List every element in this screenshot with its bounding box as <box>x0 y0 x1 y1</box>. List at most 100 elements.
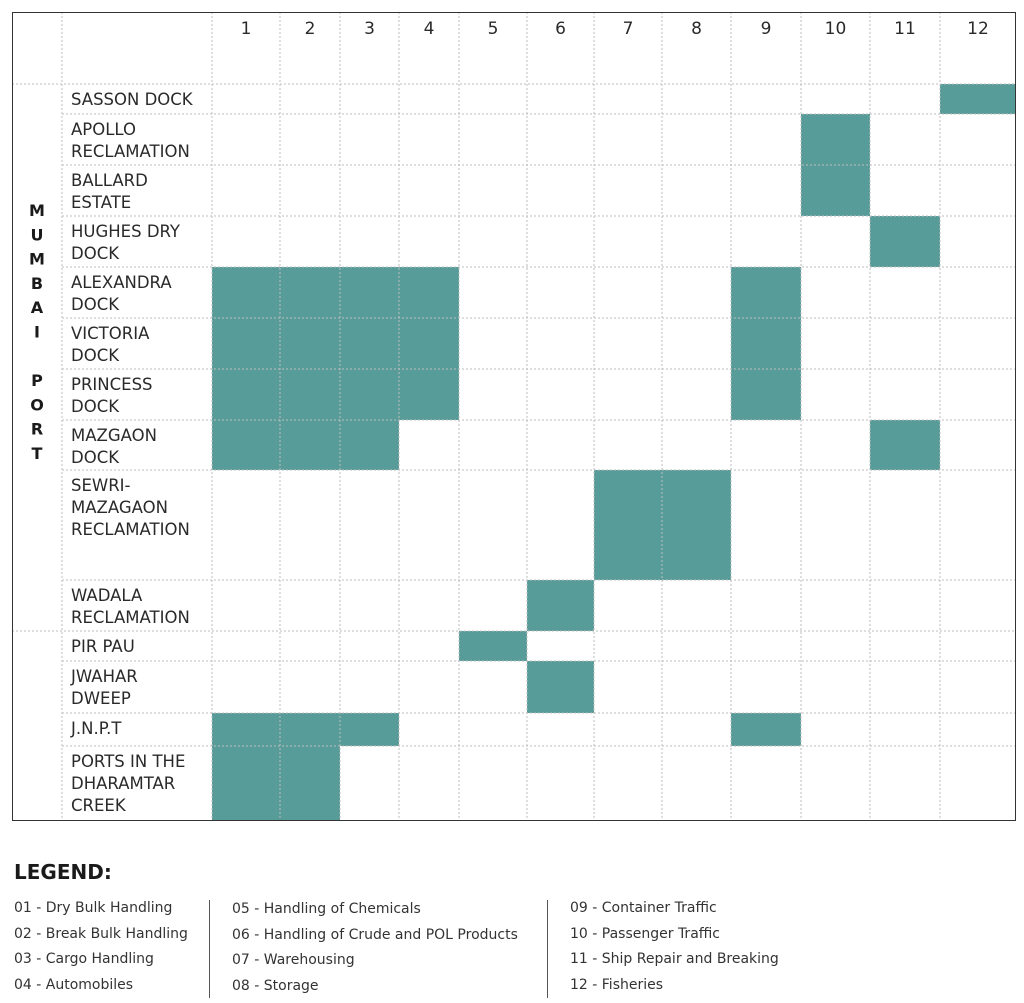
legend-divider <box>209 900 210 998</box>
legend-item: 05 - Handling of Chemicals <box>232 901 421 917</box>
matrix-cell-filled <box>212 746 280 820</box>
group-label-letter: M <box>29 201 45 220</box>
group-label-letter: P <box>31 371 43 390</box>
row-label: RECLAMATION <box>71 520 190 539</box>
row-label: J.N.P.T <box>70 719 122 738</box>
row-label: PRINCESS <box>71 375 153 394</box>
row-label: DOCK <box>71 448 120 467</box>
row-label: DOCK <box>71 295 120 314</box>
row-label: CREEK <box>71 796 127 815</box>
matrix-cell-filled <box>340 713 399 746</box>
matrix-cell-filled <box>280 420 340 470</box>
matrix-cell-filled <box>731 267 801 318</box>
legend-item: 02 - Break Bulk Handling <box>14 925 188 942</box>
matrix-cell-filled <box>459 631 527 661</box>
matrix-cell-filled <box>801 114 870 165</box>
legend-item: 01 - Dry Bulk Handling <box>14 900 173 916</box>
row-label: BALLARD <box>71 171 148 190</box>
row-label: JWAHAR <box>70 667 138 686</box>
matrix-cell-filled <box>870 420 940 470</box>
row-label: DOCK <box>71 397 120 416</box>
row-label: DWEEP <box>71 689 131 708</box>
column-header: 12 <box>967 19 989 39</box>
row-label: SEWRI- <box>71 476 131 495</box>
row-label: DOCK <box>71 346 120 365</box>
matrix-cell-filled <box>870 216 940 267</box>
row-label: ESTATE <box>71 193 131 212</box>
group-label-letter: I <box>34 323 40 342</box>
legend-item: 04 - Automobiles <box>14 976 134 993</box>
legend-item: 03 - Cargo Handling <box>14 951 154 967</box>
matrix-cell-filled <box>340 318 399 369</box>
column-header: 7 <box>623 19 634 39</box>
matrix-cell-filled <box>212 420 280 470</box>
group-label-letter: M <box>29 250 45 269</box>
row-label: MAZGAON <box>71 426 157 445</box>
matrix-cell-filled <box>731 318 801 369</box>
matrix-cell-filled <box>212 267 280 318</box>
row-label: RECLAMATION <box>71 142 190 161</box>
matrix-cell-filled <box>527 661 594 713</box>
group-label-letter: O <box>30 395 44 414</box>
matrix-cell-filled <box>340 267 399 318</box>
legend-item: 09 - Container Traffic <box>570 900 717 916</box>
matrix-cell-filled <box>212 369 280 420</box>
row-label: VICTORIA <box>71 324 150 343</box>
group-label-letter: T <box>32 444 43 463</box>
matrix-cell-filled <box>399 369 459 420</box>
column-header: 9 <box>761 19 772 39</box>
matrix-cell-filled <box>731 713 801 746</box>
matrix-cell-filled <box>340 369 399 420</box>
legend-item: 10 - Passenger Traffic <box>570 925 721 942</box>
matrix-cell-filled <box>594 470 662 580</box>
row-label: DOCK <box>71 244 120 263</box>
row-label: WADALA <box>71 586 143 605</box>
column-header: 4 <box>424 19 435 39</box>
matrix-cell-filled <box>801 165 870 216</box>
matrix-cell-filled <box>399 267 459 318</box>
legend-item: 12 - Fisheries <box>570 976 664 993</box>
matrix-cell-filled <box>212 713 280 746</box>
matrix-cell-filled <box>280 713 340 746</box>
matrix-cell-filled <box>527 580 594 631</box>
row-label: ALEXANDRA <box>71 273 172 292</box>
column-header: 6 <box>555 19 566 39</box>
group-label-letter: R <box>31 420 43 439</box>
row-label: MAZAGAON <box>71 498 168 517</box>
group-label-letter: B <box>31 274 43 293</box>
row-label: PORTS IN THE <box>71 752 185 771</box>
row-label: APOLLO <box>71 120 136 139</box>
legend-column-3: 09 - Container Traffic 10 - Passenger Tr… <box>570 896 779 998</box>
legend-title: LEGEND: <box>14 860 112 884</box>
matrix-cell-filled <box>662 470 731 580</box>
legend-item: 08 - Storage <box>232 977 319 994</box>
matrix-cell-filled <box>399 318 459 369</box>
matrix-cell-filled <box>280 267 340 318</box>
legend-item: 06 - Handling of Crude and POL Products <box>232 926 518 943</box>
matrix-cell-filled <box>340 420 399 470</box>
legend-divider <box>547 900 548 998</box>
row-label: PIR PAU <box>71 637 135 656</box>
column-header: 3 <box>364 19 375 39</box>
column-header: 8 <box>691 19 702 39</box>
matrix-cell-filled <box>280 369 340 420</box>
legend-column-2: 05 - Handling of Chemicals 06 - Handling… <box>232 897 518 999</box>
group-label-letter: U <box>31 225 44 244</box>
legend-column-1: 01 - Dry Bulk Handling 02 - Break Bulk H… <box>14 896 188 998</box>
matrix-cell-filled <box>212 318 280 369</box>
matrix-cell-filled <box>731 369 801 420</box>
row-label: RECLAMATION <box>71 608 190 627</box>
group-label-letter: A <box>31 298 44 317</box>
matrix-cell-filled <box>940 84 1016 114</box>
legend-item: 11 - Ship Repair and Breaking <box>570 951 779 967</box>
column-header: 11 <box>894 19 916 39</box>
matrix-cell-filled <box>280 318 340 369</box>
column-header: 1 <box>241 19 252 39</box>
column-header: 10 <box>825 19 847 39</box>
row-label: HUGHES DRY <box>71 222 181 241</box>
legend-item: 07 - Warehousing <box>232 952 355 968</box>
row-label: DHARAMTAR <box>71 774 175 793</box>
column-header: 2 <box>305 19 316 39</box>
column-header: 5 <box>488 19 499 39</box>
